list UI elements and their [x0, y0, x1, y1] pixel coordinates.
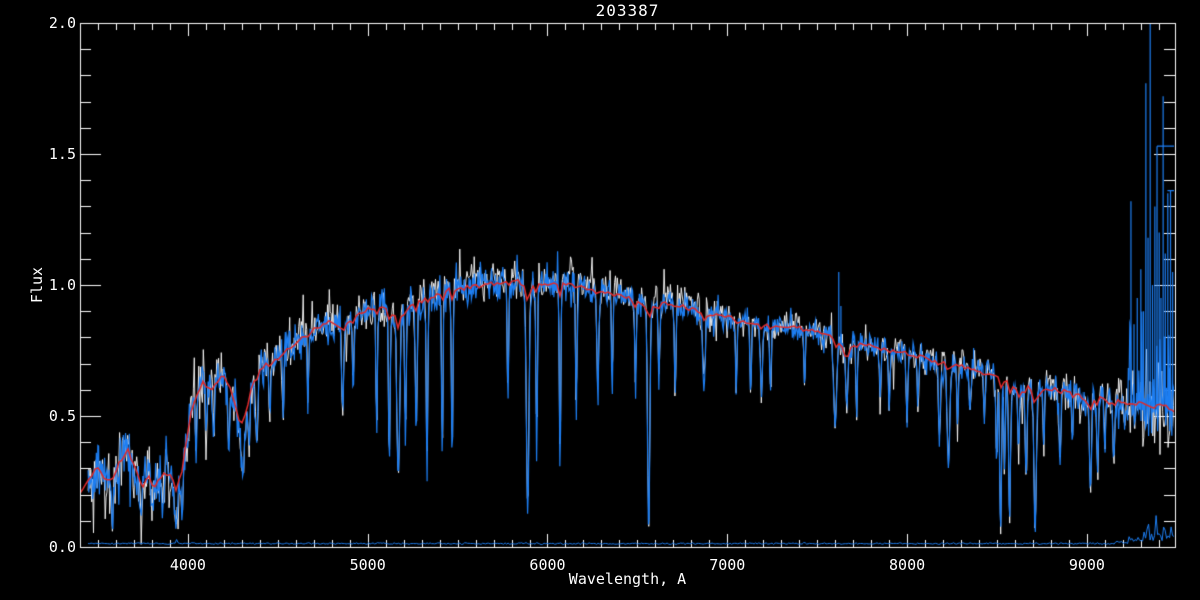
- x-tick-label: 5000: [349, 556, 386, 574]
- x-tick-label: 9000: [1068, 556, 1105, 574]
- x-axis-label: Wavelength, A: [568, 570, 687, 588]
- x-tick-label: 4000: [169, 556, 206, 574]
- y-tick-label: 2.0: [48, 14, 76, 32]
- y-tick-label: 0.0: [48, 538, 76, 556]
- y-tick-label: 0.5: [48, 407, 76, 425]
- y-tick-label: 1.5: [48, 145, 76, 163]
- y-tick-label: 1.0: [48, 276, 76, 294]
- x-tick-label: 6000: [529, 556, 566, 574]
- x-tick-label: 7000: [709, 556, 746, 574]
- x-tick-label: 8000: [889, 556, 926, 574]
- plot-title: 203387: [595, 1, 660, 20]
